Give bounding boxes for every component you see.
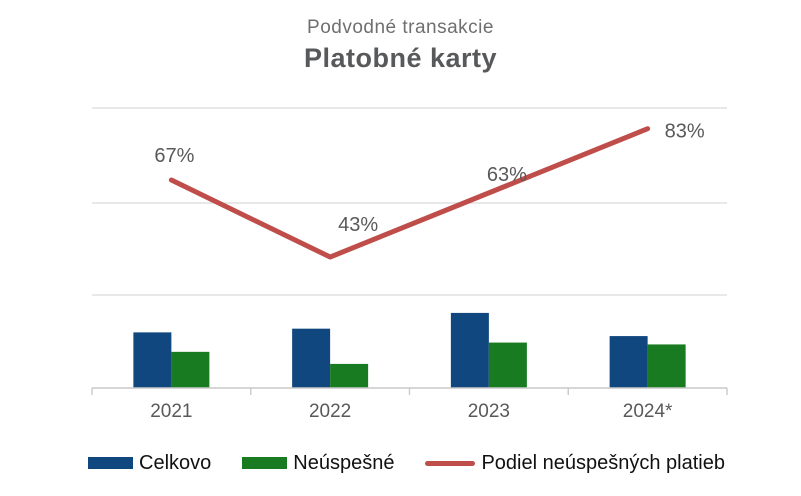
legend-item-nespen: Neúspešné <box>242 452 394 475</box>
legend-label: Celkovo <box>139 451 212 474</box>
legend-color-swatch <box>242 457 288 469</box>
legend-label: Neúspešné <box>293 451 395 474</box>
legend-line-swatch <box>425 460 476 466</box>
bar-celkovo-2024 <box>609 336 648 388</box>
trend-line <box>168 126 651 260</box>
data-label-83: 83% <box>665 121 705 143</box>
combo-chart-plot: 67% 43% 63% 83% 2021 2022 2023 2024* <box>91 107 728 422</box>
bar-celkovo-2023 <box>450 312 489 388</box>
legend-color-swatch <box>88 457 133 469</box>
bar-celkovo-2022 <box>292 328 331 388</box>
chart-legend: Celkovo Neúspešné Podiel neúspešných plati… <box>88 449 725 477</box>
x-axis-label-2023: 2023 <box>468 401 510 422</box>
bar-celkovo-2021 <box>133 332 172 388</box>
data-label-43: 43% <box>338 214 378 236</box>
x-axis-label-2021: 2021 <box>150 401 192 422</box>
bar-neuspesne-2024 <box>647 344 686 388</box>
bar-neuspesne-2022 <box>330 363 369 388</box>
data-label-67: 67% <box>154 145 194 167</box>
bar-neuspesne-2023 <box>488 342 527 388</box>
chart-title: Platobné karty <box>303 43 498 73</box>
x-axis-label-2024: 2024* <box>623 401 673 422</box>
legend-label: Podiel neúspešných platieb <box>481 451 725 474</box>
legend-item-trend: Podiel neúspešných platieb <box>425 452 725 475</box>
legend-item-celkovo: Celkovo <box>88 452 211 475</box>
chart-subtitle: Podvodné transakcie <box>307 17 494 38</box>
data-label-63: 63% <box>487 164 527 186</box>
x-axis-label-2022: 2022 <box>309 401 351 422</box>
bar-neuspesne-2021 <box>171 351 210 388</box>
